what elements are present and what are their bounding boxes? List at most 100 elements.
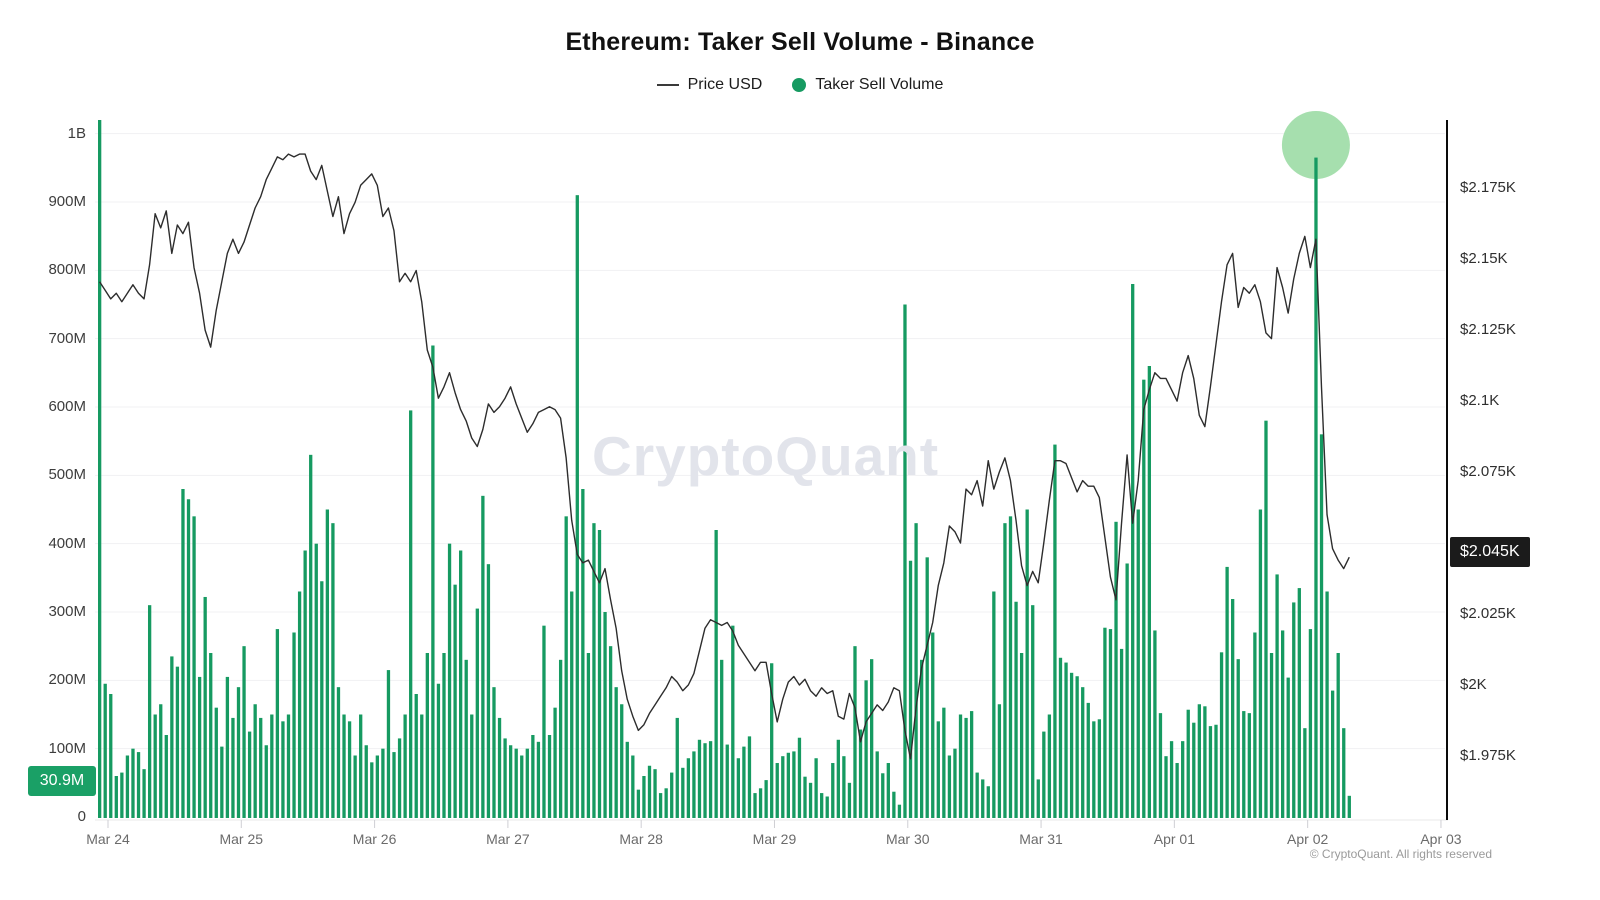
volume-bar xyxy=(736,758,741,818)
volume-bar xyxy=(564,516,568,818)
volume-bar xyxy=(742,746,746,818)
legend-item-price[interactable]: Price USD xyxy=(656,76,763,94)
volume-bar xyxy=(186,499,191,818)
volume-bar xyxy=(969,711,974,818)
volume-bar xyxy=(1064,662,1068,818)
volume-bar xyxy=(1275,574,1279,818)
volume-bar xyxy=(908,560,913,818)
volume-bar xyxy=(514,748,518,818)
x-axis-label-date: Mar 27 xyxy=(486,831,530,847)
volume-bar xyxy=(1131,284,1135,818)
volume-bar xyxy=(1164,756,1168,818)
volume-bar xyxy=(142,769,146,818)
volume-bar xyxy=(753,793,757,818)
volume-bar xyxy=(292,632,296,818)
volume-bar xyxy=(1197,704,1201,818)
volume-bar xyxy=(247,731,252,818)
legend-item-volume[interactable]: Taker Sell Volume xyxy=(792,76,943,94)
volume-bar xyxy=(658,793,663,818)
price-line xyxy=(99,153,1350,760)
volume-bar xyxy=(1225,566,1229,818)
volume-bar xyxy=(703,743,707,818)
volume-bar xyxy=(197,676,202,818)
volume-bar xyxy=(131,748,135,818)
volume-bar xyxy=(381,748,385,818)
y-axis-label-price: $2.125K xyxy=(1460,321,1516,339)
volume-bar xyxy=(675,717,679,818)
volume-bar xyxy=(608,646,613,818)
volume-bar xyxy=(558,659,563,818)
volume-bar xyxy=(1214,724,1218,818)
dot-series-icon xyxy=(792,78,807,92)
x-axis-label-date: Mar 24 xyxy=(86,831,130,847)
volume-bar xyxy=(136,752,141,818)
volume-bar xyxy=(1303,728,1307,818)
highlight-circle xyxy=(1281,111,1350,179)
y-axis-label-price: $1.975K xyxy=(1460,746,1516,764)
legend-label-volume: Taker Sell Volume xyxy=(815,76,944,93)
legend: Price USD Taker Sell Volume xyxy=(0,76,1600,94)
volume-bar xyxy=(275,629,280,818)
volume-bar xyxy=(120,772,124,818)
volume-bar xyxy=(403,714,407,818)
volume-bar xyxy=(808,782,813,818)
volume-bar xyxy=(1286,677,1290,818)
volume-bar xyxy=(864,680,868,818)
volume-bar xyxy=(747,736,752,818)
x-axis-label-date: Mar 31 xyxy=(1019,831,1063,847)
volume-bar xyxy=(875,751,879,818)
volume-bar xyxy=(447,543,452,818)
volume-bar xyxy=(919,659,924,818)
volume-bar xyxy=(981,779,985,818)
x-axis-label-date: Apr 01 xyxy=(1153,831,1195,847)
volume-bar xyxy=(147,605,152,818)
volume-bar xyxy=(1014,601,1018,818)
volume-bar xyxy=(1153,630,1157,818)
x-axis-label-date: Mar 30 xyxy=(885,831,930,847)
volume-bar xyxy=(353,755,357,818)
volume-bar xyxy=(303,550,307,818)
volume-bar xyxy=(597,530,602,818)
legend-label-price: Price USD xyxy=(687,76,763,93)
volume-bar xyxy=(620,704,624,818)
volume-bar xyxy=(897,804,902,818)
volume-bar xyxy=(397,738,402,818)
volume-bar xyxy=(825,796,829,818)
volume-bar xyxy=(486,564,491,818)
volume-bar xyxy=(764,780,768,818)
volume-bar xyxy=(420,714,424,818)
volume-bar xyxy=(592,523,596,818)
y-axis-label-price: $2.175K xyxy=(1460,179,1516,197)
volume-bar xyxy=(1292,602,1296,818)
volume-bar xyxy=(536,741,541,818)
x-axis-label-date: Mar 25 xyxy=(219,831,264,847)
volume-bar xyxy=(1186,709,1190,818)
volume-bar xyxy=(914,523,918,818)
y-axis-label-volume: 800M xyxy=(48,261,86,279)
y-axis-label-volume: 900M xyxy=(48,193,86,210)
volume-bar xyxy=(225,676,230,818)
volume-bar xyxy=(125,755,130,818)
volume-bar xyxy=(986,786,990,818)
volume-bar xyxy=(359,714,363,818)
volume-bar xyxy=(831,763,835,818)
volume-bar xyxy=(531,735,535,818)
volume-bar xyxy=(1103,627,1107,818)
volume-bar xyxy=(1314,157,1318,819)
volume-bar xyxy=(520,755,524,818)
volume-bar xyxy=(670,772,674,818)
copyright-text: © CryptoQuant. All rights reserved xyxy=(1309,847,1492,861)
volume-bar xyxy=(192,516,196,818)
volume-bar xyxy=(414,694,418,818)
volume-bar xyxy=(164,735,168,818)
volume-bar xyxy=(508,745,513,818)
y-axis-label-price: $2K xyxy=(1460,675,1487,693)
volume-bar xyxy=(1219,652,1224,818)
volume-bar xyxy=(814,758,818,818)
volume-bar xyxy=(842,756,846,818)
volume-bar xyxy=(264,745,268,818)
volume-bar xyxy=(1125,563,1129,818)
volume-bar xyxy=(586,653,591,818)
volume-bar xyxy=(1003,523,1007,818)
